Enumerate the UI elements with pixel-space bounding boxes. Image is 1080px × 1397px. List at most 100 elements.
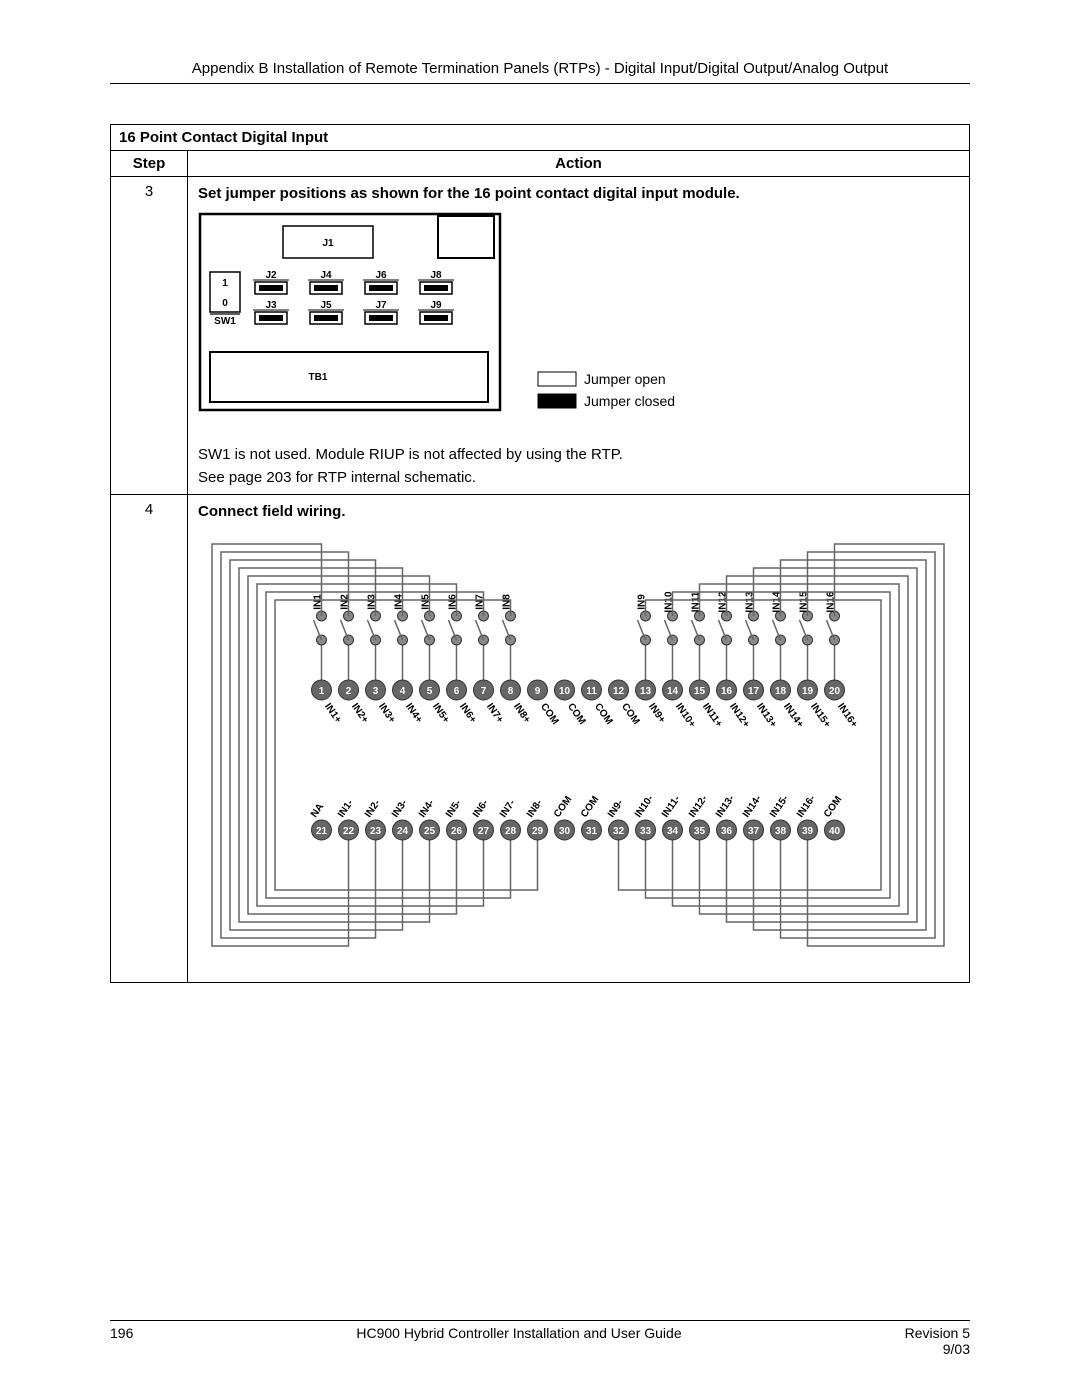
table-row: 4 Connect field wiring. IN1IN2IN3IN4IN5I… bbox=[111, 495, 970, 983]
svg-text:IN16+: IN16+ bbox=[835, 701, 860, 730]
svg-text:3: 3 bbox=[373, 686, 379, 697]
svg-text:IN8-: IN8- bbox=[525, 798, 545, 820]
svg-text:14: 14 bbox=[667, 686, 679, 697]
svg-text:36: 36 bbox=[721, 826, 733, 837]
svg-text:COM: COM bbox=[538, 701, 560, 726]
svg-text:IN7-: IN7- bbox=[498, 798, 518, 820]
svg-text:IN11-: IN11- bbox=[660, 794, 683, 820]
footer-center: HC900 Hybrid Controller Installation and… bbox=[356, 1325, 681, 1357]
svg-text:0: 0 bbox=[222, 298, 228, 309]
svg-text:22: 22 bbox=[343, 826, 355, 837]
svg-text:IN8+: IN8+ bbox=[511, 701, 532, 725]
svg-text:J8: J8 bbox=[430, 270, 442, 281]
col-action: Action bbox=[188, 151, 970, 177]
step-4-action: Connect field wiring. IN1IN2IN3IN4IN5IN6… bbox=[188, 495, 970, 983]
svg-text:28: 28 bbox=[505, 826, 517, 837]
svg-text:IN4+: IN4+ bbox=[403, 701, 424, 725]
step-number-4: 4 bbox=[111, 495, 188, 983]
svg-text:IN16-: IN16- bbox=[795, 793, 818, 819]
svg-text:IN11+: IN11+ bbox=[700, 701, 724, 729]
svg-text:8: 8 bbox=[508, 686, 514, 697]
svg-text:23: 23 bbox=[370, 826, 382, 837]
table-title: 16 Point Contact Digital Input bbox=[111, 125, 970, 151]
jumper-diagram: J110SW1J2J4J6J8J3J5J7J9TB1Jumper openJum… bbox=[198, 212, 738, 432]
step-3-action: Set jumper positions as shown for the 16… bbox=[188, 177, 970, 495]
svg-text:TB1: TB1 bbox=[309, 372, 328, 383]
svg-text:IN13+: IN13+ bbox=[754, 701, 779, 730]
svg-text:IN9-: IN9- bbox=[606, 798, 626, 820]
svg-text:21: 21 bbox=[316, 826, 328, 837]
svg-text:COM: COM bbox=[579, 794, 601, 819]
step3-instruction: Set jumper positions as shown for the 16… bbox=[198, 185, 959, 202]
svg-text:IN9+: IN9+ bbox=[646, 701, 667, 725]
svg-text:32: 32 bbox=[613, 826, 625, 837]
svg-text:IN10-: IN10- bbox=[633, 793, 656, 819]
svg-text:IN10+: IN10+ bbox=[673, 701, 698, 730]
col-step: Step bbox=[111, 151, 188, 177]
svg-text:IN1-: IN1- bbox=[336, 798, 356, 820]
svg-text:2: 2 bbox=[346, 686, 352, 697]
svg-text:SW1: SW1 bbox=[214, 316, 236, 327]
footer-right: Revision 59/03 bbox=[905, 1325, 970, 1357]
step3-note1: SW1 is not used. Module RIUP is not affe… bbox=[198, 446, 959, 463]
svg-text:IN2+: IN2+ bbox=[349, 701, 370, 725]
svg-text:9: 9 bbox=[535, 686, 541, 697]
svg-text:J5: J5 bbox=[320, 300, 332, 311]
svg-text:IN3+: IN3+ bbox=[376, 701, 397, 725]
jumper-diagram-container: J110SW1J2J4J6J8J3J5J7J9TB1Jumper openJum… bbox=[198, 212, 959, 436]
step-number-3: 3 bbox=[111, 177, 188, 495]
svg-text:IN13-: IN13- bbox=[714, 793, 737, 819]
svg-text:IN15-: IN15- bbox=[768, 793, 791, 819]
svg-text:IN12+: IN12+ bbox=[727, 701, 752, 730]
svg-text:Jumper open: Jumper open bbox=[584, 371, 666, 387]
svg-text:IN5-: IN5- bbox=[444, 798, 464, 820]
svg-text:IN3-: IN3- bbox=[390, 798, 410, 820]
svg-text:IN5+: IN5+ bbox=[430, 701, 451, 725]
svg-text:IN6-: IN6- bbox=[471, 798, 491, 820]
svg-text:J9: J9 bbox=[430, 300, 442, 311]
svg-text:4: 4 bbox=[400, 686, 406, 697]
svg-text:COM: COM bbox=[592, 701, 614, 726]
table-row: 3 Set jumper positions as shown for the … bbox=[111, 177, 970, 495]
svg-text:13: 13 bbox=[640, 686, 652, 697]
svg-text:IN1+: IN1+ bbox=[322, 701, 343, 725]
svg-text:26: 26 bbox=[451, 826, 463, 837]
svg-text:16: 16 bbox=[721, 686, 733, 697]
svg-text:1: 1 bbox=[222, 278, 228, 289]
svg-text:29: 29 bbox=[532, 826, 544, 837]
main-table: 16 Point Contact Digital Input Step Acti… bbox=[110, 124, 970, 983]
svg-text:19: 19 bbox=[802, 686, 814, 697]
svg-text:31: 31 bbox=[586, 826, 598, 837]
svg-text:39: 39 bbox=[802, 826, 814, 837]
svg-text:6: 6 bbox=[454, 686, 460, 697]
svg-text:COM: COM bbox=[822, 794, 844, 819]
page-header: Appendix B Installation of Remote Termin… bbox=[110, 60, 970, 84]
svg-text:IN4-: IN4- bbox=[417, 798, 437, 820]
step4-instruction: Connect field wiring. bbox=[198, 503, 959, 520]
svg-text:24: 24 bbox=[397, 826, 409, 837]
svg-text:30: 30 bbox=[559, 826, 571, 837]
wiring-diagram-container: IN1IN2IN3IN4IN5IN6IN7IN8IN9IN10IN11IN12I… bbox=[198, 530, 959, 964]
svg-text:37: 37 bbox=[748, 826, 760, 837]
page: Appendix B Installation of Remote Termin… bbox=[0, 0, 1080, 1397]
svg-text:10: 10 bbox=[559, 686, 571, 697]
svg-text:IN12-: IN12- bbox=[687, 793, 710, 819]
svg-text:J3: J3 bbox=[265, 300, 277, 311]
svg-text:7: 7 bbox=[481, 686, 487, 697]
svg-text:IN6+: IN6+ bbox=[457, 701, 478, 725]
svg-text:35: 35 bbox=[694, 826, 706, 837]
svg-text:1: 1 bbox=[319, 686, 325, 697]
svg-text:J2: J2 bbox=[265, 270, 277, 281]
svg-text:34: 34 bbox=[667, 826, 679, 837]
svg-text:J4: J4 bbox=[320, 270, 332, 281]
svg-text:11: 11 bbox=[586, 686, 597, 697]
svg-text:COM: COM bbox=[565, 701, 587, 726]
svg-text:IN14+: IN14+ bbox=[781, 701, 806, 730]
footer-page: 196 bbox=[110, 1325, 133, 1357]
svg-text:IN15+: IN15+ bbox=[808, 701, 833, 730]
svg-text:J1: J1 bbox=[322, 238, 334, 249]
svg-text:18: 18 bbox=[775, 686, 787, 697]
svg-text:20: 20 bbox=[829, 686, 841, 697]
svg-text:27: 27 bbox=[478, 826, 490, 837]
svg-text:COM: COM bbox=[619, 701, 641, 726]
